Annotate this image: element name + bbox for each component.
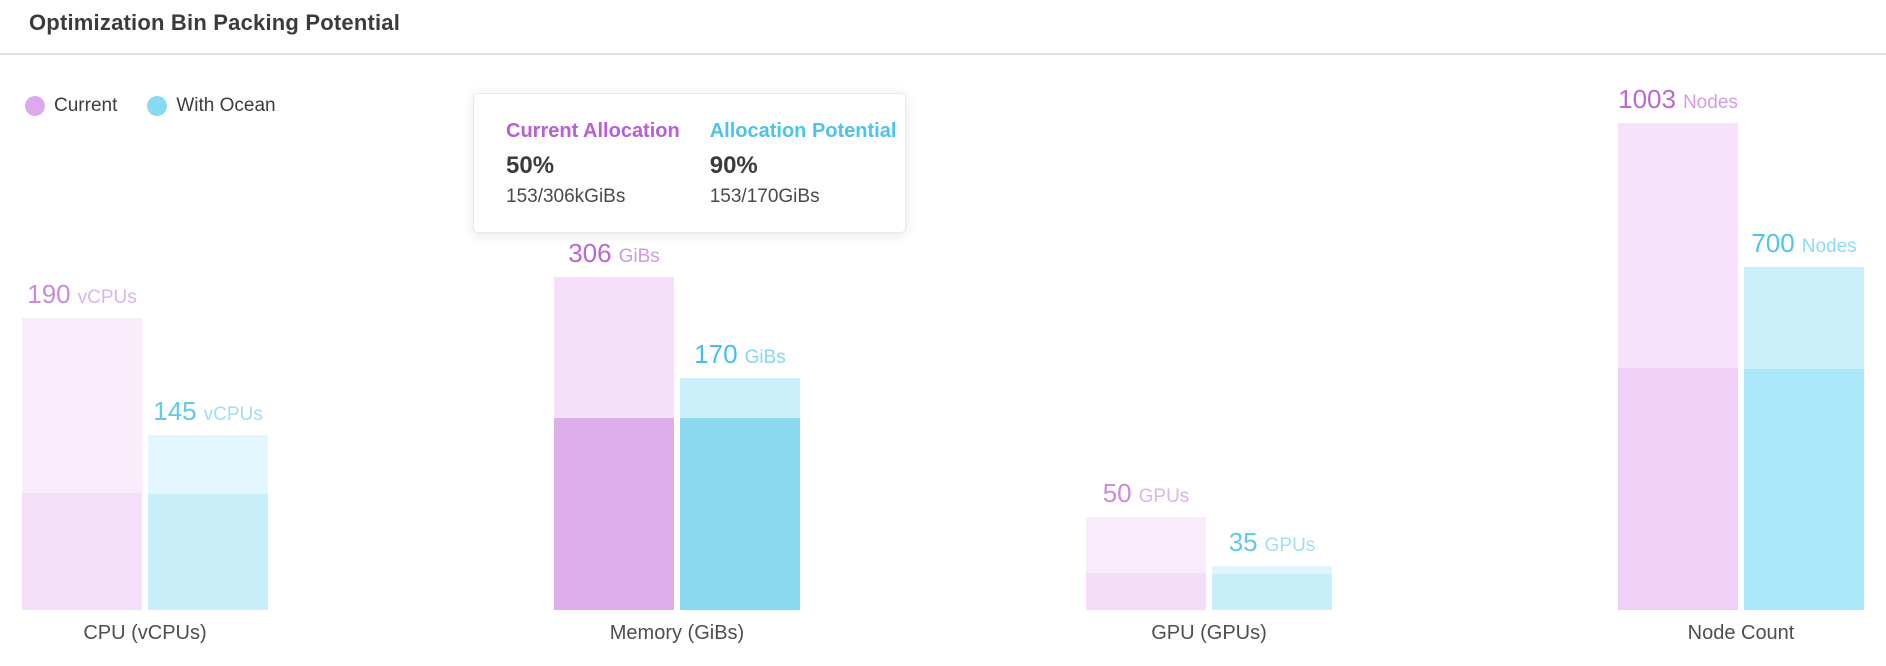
bar-value-label-with-ocean-group-3: 700 Nodes — [1751, 228, 1856, 259]
bar-used-segment — [680, 418, 800, 610]
bar-unit: GPUs — [1264, 535, 1316, 556]
bar-value-label-with-ocean-group-2: 35 GPUs — [1229, 527, 1316, 558]
legend-item-with-ocean[interactable]: With Ocean — [147, 95, 276, 117]
bar-value: 1003 — [1618, 84, 1676, 114]
bar-used-segment — [148, 494, 268, 610]
bar-unit: Nodes — [1682, 92, 1738, 113]
bar-unit: vCPUs — [77, 287, 137, 308]
bar-unit: GiBs — [618, 246, 660, 267]
bar-used-segment — [1618, 368, 1738, 610]
category-label-group-0: CPU (vCPUs) — [83, 622, 207, 644]
bar-value-label-current-group-3: 1003 Nodes — [1618, 84, 1738, 115]
header-divider — [0, 53, 1886, 55]
bar-value: 306 — [568, 238, 612, 268]
bar-value-label-current-group-2: 50 GPUs — [1103, 478, 1190, 509]
tooltip-column-current-allocation: Current Allocation 50% 153/306kGiBs — [506, 120, 680, 232]
category-label-group-3: Node Count — [1687, 622, 1795, 644]
tooltip-detail-current-allocation: 153/306kGiBs — [506, 186, 626, 207]
bar-with-ocean-group-0[interactable] — [148, 435, 268, 610]
chart-legend: Current With Ocean — [25, 95, 276, 117]
category-label-group-2: GPU (GPUs) — [1151, 622, 1267, 644]
bar-used-segment — [554, 418, 674, 610]
bar-value-label-with-ocean-group-1: 170 GiBs — [694, 339, 786, 370]
panel-title: Optimization Bin Packing Potential — [29, 10, 401, 35]
bar-value: 190 — [27, 279, 71, 309]
bar-used-segment — [1744, 369, 1864, 610]
bar-unit: vCPUs — [203, 404, 263, 425]
bar-value-label-current-group-0: 190 vCPUs — [27, 279, 137, 310]
legend-dot-current — [25, 96, 45, 116]
tooltip-heading-allocation-potential: Allocation Potential — [709, 120, 897, 142]
bar-unit: Nodes — [1801, 236, 1857, 257]
bar-used-segment — [1212, 574, 1332, 610]
bar-with-ocean-group-2[interactable] — [1212, 566, 1332, 610]
tooltip-column-allocation-potential: Allocation Potential 90% 153/170GiBs — [710, 120, 897, 232]
tooltip-detail-allocation-potential: 153/170GiBs — [709, 186, 820, 207]
bar-current-group-1[interactable] — [554, 277, 674, 610]
bar-value: 170 — [694, 339, 738, 369]
bar-current-group-0[interactable] — [22, 318, 142, 610]
legend-item-current[interactable]: Current — [25, 95, 117, 117]
bar-unit: GiBs — [744, 347, 786, 368]
bar-value: 145 — [153, 396, 197, 426]
bar-value: 700 — [1751, 228, 1795, 258]
tooltip-percent-allocation-potential: 90% — [709, 152, 758, 179]
legend-label-with-ocean: With Ocean — [176, 95, 276, 116]
bar-with-ocean-group-3[interactable] — [1744, 267, 1864, 610]
legend-label-current: Current — [54, 95, 118, 116]
bar-used-segment — [22, 493, 142, 610]
bar-value: 50 — [1102, 478, 1132, 508]
category-label-group-1: Memory (GiBs) — [609, 622, 745, 644]
bar-value: 35 — [1228, 527, 1258, 557]
bar-current-group-2[interactable] — [1086, 517, 1206, 610]
bar-value-label-with-ocean-group-0: 145 vCPUs — [153, 396, 263, 427]
tooltip-heading-current-allocation: Current Allocation — [506, 120, 680, 142]
bar-with-ocean-group-1[interactable] — [680, 378, 800, 610]
bar-unit: GPUs — [1138, 486, 1190, 507]
bar-used-segment — [1086, 573, 1206, 610]
bar-current-group-3[interactable] — [1618, 123, 1738, 610]
bar-value-label-current-group-1: 306 GiBs — [568, 238, 660, 269]
chart-tooltip: Current Allocation 50% 153/306kGiBs Allocat… — [473, 93, 906, 233]
legend-dot-with-ocean — [147, 96, 168, 116]
tooltip-percent-current-allocation: 50% — [506, 152, 555, 179]
